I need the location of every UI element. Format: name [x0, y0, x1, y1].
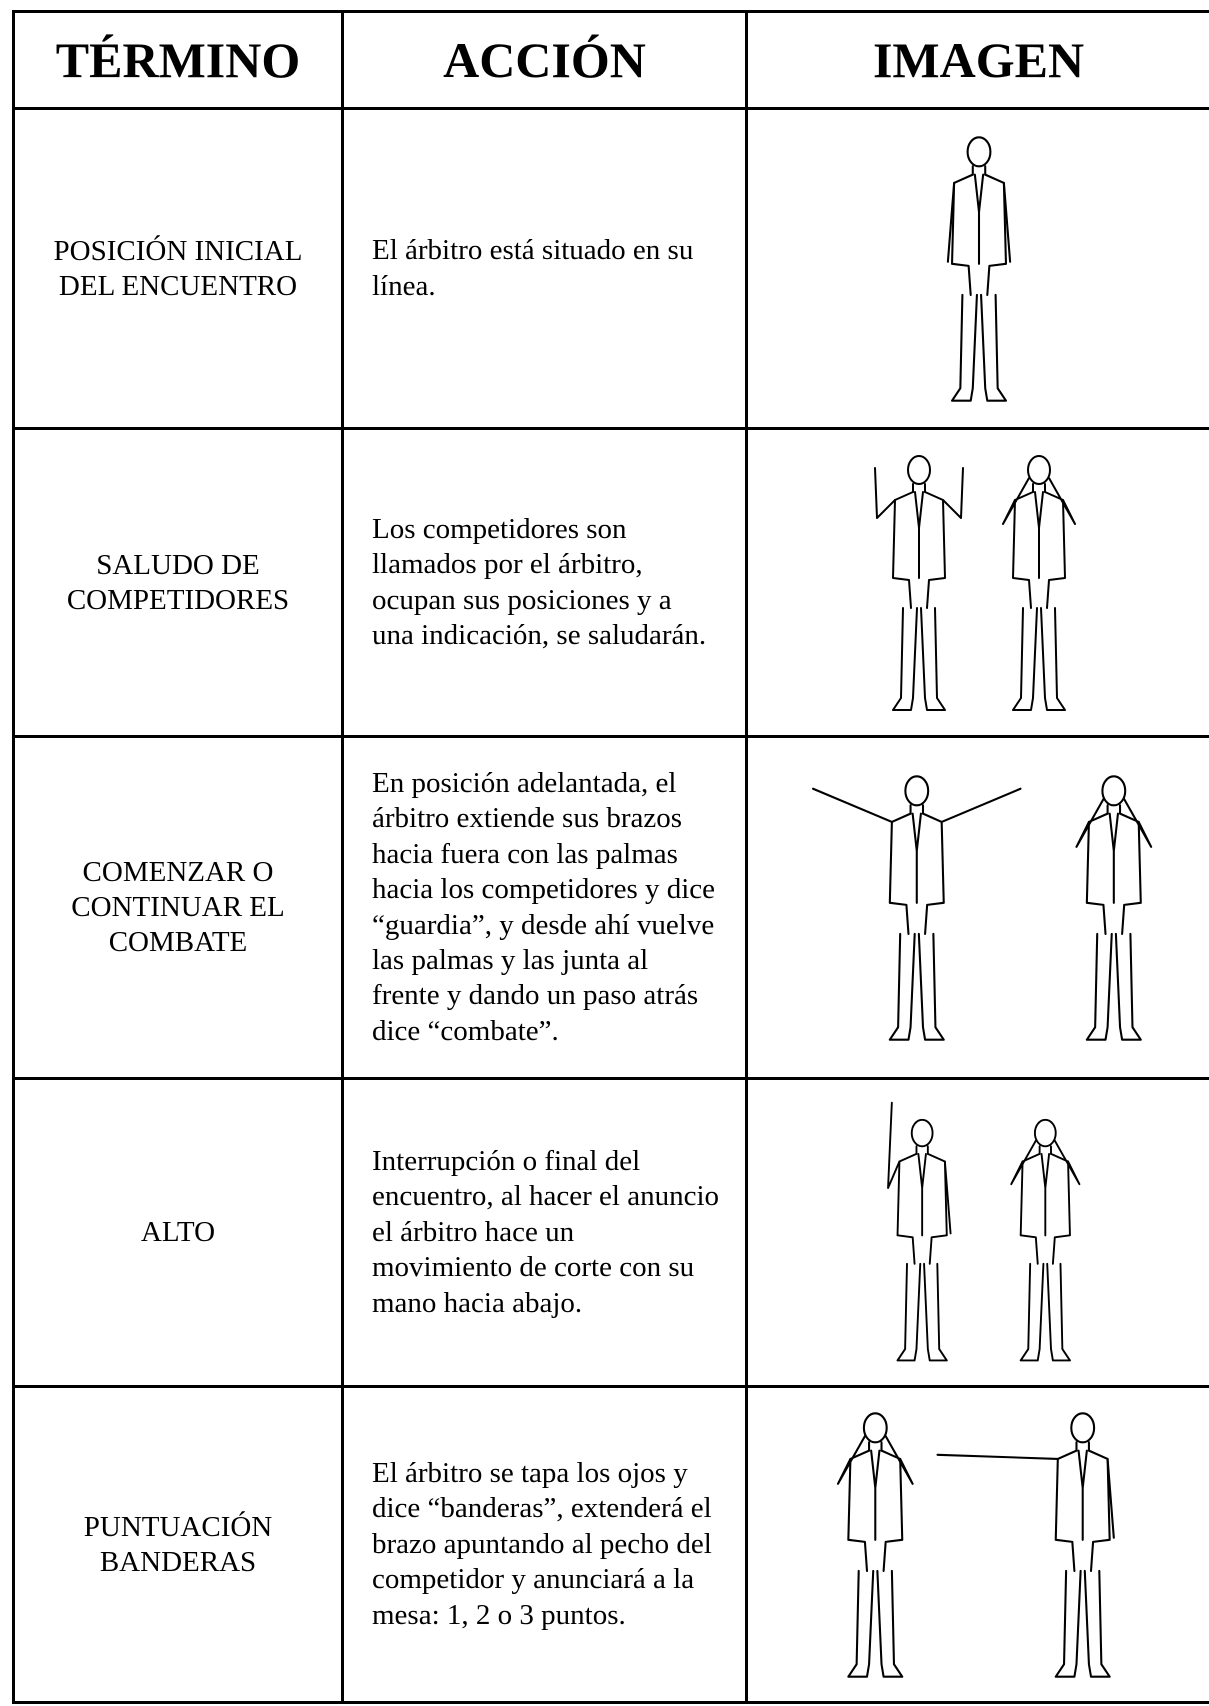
row: SALUDO DE COMPETIDORES Los competidores … [12, 427, 1209, 738]
term: SALUDO DE COMPETIDORES [12, 427, 344, 738]
image-cell [745, 107, 1209, 430]
action: Interrupción o final del encuentro, al h… [341, 1077, 748, 1388]
term: ALTO [12, 1077, 344, 1388]
figure [886, 1101, 1080, 1361]
image-cell [745, 1077, 1209, 1388]
figure [946, 135, 1011, 402]
term: PUNTUACIÓN BANDERAS [12, 1385, 344, 1704]
action: El árbitro está situado en su línea. [341, 107, 748, 430]
term: COMENZAR O CONTINUAR EL COMBATE [12, 735, 344, 1080]
row: PUNTUACIÓN BANDERAS El árbitro se tapa l… [12, 1385, 1209, 1704]
header-row: TÉRMINO ACCIÓN IMAGEN [12, 10, 1209, 110]
figure [836, 1411, 1115, 1678]
header-cell: IMAGEN [745, 10, 1209, 110]
term: POSICIÓN INICIAL DEL ENCUENTRO [12, 107, 344, 430]
header-cell: TÉRMINO [12, 10, 344, 110]
row: POSICIÓN INICIAL DEL ENCUENTRO El árbitr… [12, 107, 1209, 430]
referee-table: TÉRMINO ACCIÓN IMAGEN POSICIÓN INICIAL D… [12, 10, 1209, 1704]
image-cell [745, 1385, 1209, 1704]
action: El árbitro se tapa los ojos y dice “band… [341, 1385, 748, 1704]
image-cell [745, 427, 1209, 738]
figure [811, 774, 1152, 1041]
image-cell [745, 735, 1209, 1080]
action: En posición adelantada, el árbitro extie… [341, 735, 748, 1080]
row: ALTO Interrupción o final del encuentro,… [12, 1077, 1209, 1388]
header-cell: ACCIÓN [341, 10, 748, 110]
action: Los competidores son llamados por el árb… [341, 427, 748, 738]
row: COMENZAR O CONTINUAR EL COMBATE En posic… [12, 735, 1209, 1080]
figure [873, 454, 1076, 711]
